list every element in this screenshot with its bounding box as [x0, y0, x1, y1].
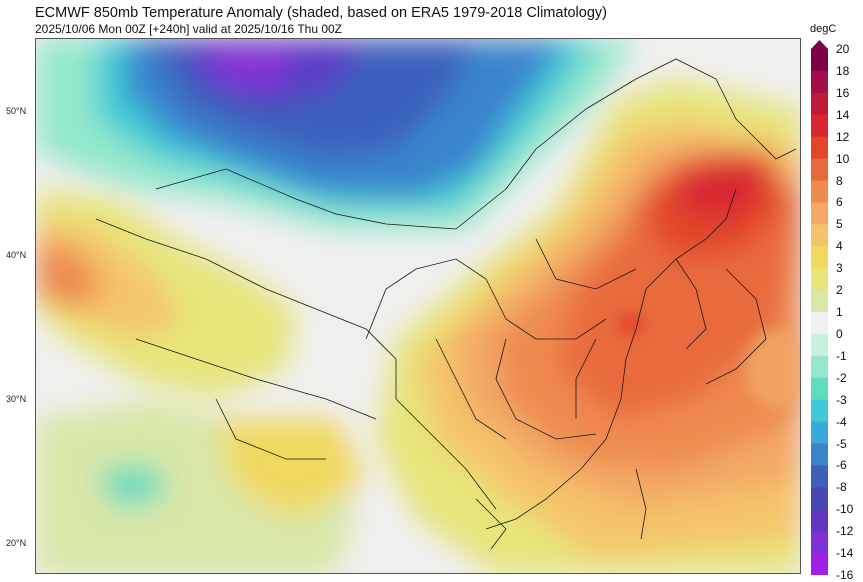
colorbar-swatch	[811, 333, 828, 357]
colorbar-tick-label: 14	[836, 107, 850, 122]
colorbar-swatch	[811, 531, 828, 554]
colorbar-tick-label: 0	[836, 326, 843, 341]
colorbar-swatch	[811, 509, 828, 532]
colorbar-tick-label: -2	[836, 370, 847, 385]
colorbar-swatch	[811, 114, 828, 138]
colorbar-swatch	[811, 355, 828, 379]
anomaly-map-svg	[36, 39, 800, 573]
colorbar-tick-label: -6	[836, 458, 847, 473]
colorbar-swatch	[811, 70, 828, 94]
colorbar-extend-arrow	[811, 40, 828, 49]
colorbar-tick-label: 6	[836, 195, 843, 210]
colorbar-tick-label: -12	[836, 524, 854, 539]
colorbar-tick-label: 5	[836, 217, 843, 232]
colorbar-tick-label: -14	[836, 546, 854, 561]
colorbar-tick-label: -8	[836, 480, 847, 495]
colorbar-tick-label: 3	[836, 261, 843, 276]
chart-title: ECMWF 850mb Temperature Anomaly (shaded,…	[35, 5, 607, 21]
colorbar-tick-label: -16	[836, 568, 854, 582]
colorbar-tick-label: 8	[836, 173, 843, 188]
lat-label-50n: 50°N	[6, 106, 27, 116]
colorbar-swatch	[811, 487, 828, 510]
anomaly-map	[35, 38, 801, 574]
colorbar-swatch	[811, 202, 828, 225]
colorbar-tick-label: -3	[836, 392, 847, 407]
colorbar-tick-label: 1	[836, 305, 843, 319]
colorbar-tick-label: -1	[836, 348, 847, 363]
colorbar-tick-label: 20	[836, 42, 850, 56]
colorbar	[811, 40, 828, 575]
lat-label-20n: 20°N	[6, 538, 27, 548]
lat-label-30n: 30°N	[6, 394, 27, 404]
chart-subtitle: 2025/10/06 Mon 00Z [+240h] valid at 2025…	[35, 22, 343, 36]
colorbar-unit: degC	[810, 23, 837, 35]
colorbar-swatch	[811, 92, 828, 116]
colorbar-tick-label: 12	[836, 129, 850, 144]
colorbar-swatch	[811, 224, 828, 247]
colorbar-tick-label: -4	[836, 414, 847, 429]
colorbar-swatch	[811, 246, 828, 269]
colorbar-swatch	[811, 158, 828, 181]
colorbar-tick-label: 16	[836, 85, 850, 100]
colorbar-swatch	[811, 312, 828, 335]
colorbar-tick-label: 10	[836, 151, 850, 166]
colorbar-swatch	[811, 399, 828, 423]
colorbar-swatch	[811, 290, 828, 313]
colorbar-swatch	[811, 421, 828, 444]
colorbar-tick-label: -10	[836, 502, 854, 517]
colorbar-swatch	[811, 553, 828, 575]
colorbar-swatch	[811, 136, 828, 160]
colorbar-tick-label: 4	[836, 239, 843, 254]
colorbar-swatch	[811, 465, 828, 488]
colorbar-tick-label: 18	[836, 63, 850, 78]
colorbar-tick-label: -5	[836, 436, 847, 451]
colorbar-swatch	[811, 268, 828, 291]
colorbar-swatch	[811, 180, 828, 203]
colorbar-swatch	[811, 377, 828, 401]
colorbar-tick-label: 2	[836, 283, 843, 298]
lat-label-40n: 40°N	[6, 250, 27, 260]
colorbar-swatch	[811, 443, 828, 466]
colorbar-swatch	[811, 49, 828, 72]
